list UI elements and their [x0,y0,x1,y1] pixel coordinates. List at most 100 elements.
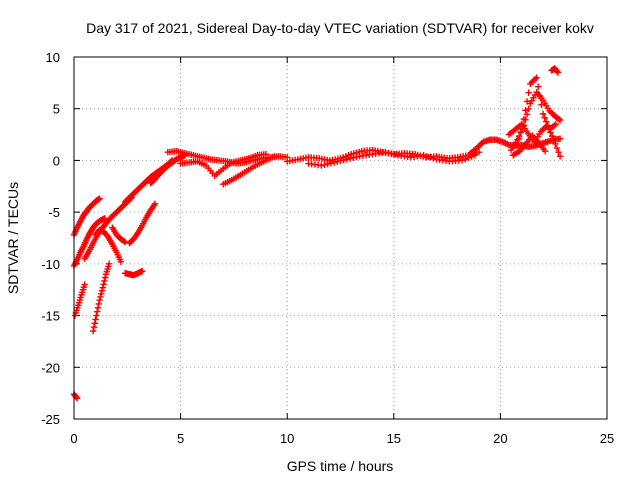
data-point [324,160,331,168]
data-point [536,92,544,99]
data-point [458,157,466,164]
series-track-17 [305,148,479,169]
data-point [523,98,531,105]
data-point [391,151,399,158]
data-point [556,116,564,124]
y-tick-label: 10 [46,50,60,65]
data-point [462,155,469,163]
series-track-23 [509,132,549,159]
data-point [139,267,146,275]
series-track-21 [514,74,560,149]
data-point [519,122,526,129]
data-point [98,287,106,294]
data-point [555,116,563,123]
data-point [353,153,360,161]
y-tick-label: -10 [41,257,60,272]
series-track-14 [177,151,270,180]
data-point [89,327,97,335]
x-tick-labels: 0 5 10 15 20 25 [70,431,614,446]
data-point [388,150,395,157]
series-track-18 [467,135,564,157]
data-point [525,105,532,113]
data-point [337,157,344,165]
data-point [423,153,431,160]
data-point [554,69,562,76]
data-point [262,151,270,158]
data-point [346,155,354,162]
data-point [525,89,532,96]
data-point [117,258,125,265]
data-point [96,296,103,304]
data-point [515,135,523,142]
data-point [471,152,479,159]
y-tick-label: -5 [48,205,60,220]
x-tick-label: 20 [493,431,507,446]
data-point [101,274,109,281]
data-point [92,316,99,323]
data-point [382,148,389,156]
data-point [97,293,104,301]
series-track-15 [220,153,278,188]
y-tick-label: -20 [41,360,60,375]
data-point [95,300,102,308]
x-tick-label: 25 [600,431,614,446]
data-point [539,110,547,118]
data-point [475,148,483,156]
data-point [535,83,542,90]
data-point [523,111,531,118]
data-marks [70,65,564,402]
data-point [91,320,98,327]
data-point [517,128,524,136]
y-axis-title: SDTVAR / TECUs [5,182,21,294]
data-point [100,281,107,288]
series-track-02 [70,215,109,270]
data-point [97,290,105,298]
x-tick-label: 10 [280,431,294,446]
series-track-01 [70,195,103,239]
series-track-12 [147,152,189,187]
y-tick-label: -25 [41,412,60,427]
x-tick-label: 5 [177,431,184,446]
data-point [556,135,564,142]
data-point [105,260,113,268]
series-track-09 [126,200,159,247]
data-point [151,200,159,208]
data-point [465,154,472,162]
data-point [120,238,128,245]
data-point [93,312,100,319]
data-point [385,149,392,157]
data-point [101,277,108,285]
series-track-03 [71,281,88,319]
data-point [99,284,106,291]
y-tick-label: 5 [53,102,60,117]
data-point [541,147,549,155]
data-point [553,68,561,75]
y-tick-labels: -25 -20 -15 -10 -5 0 5 10 [41,50,60,427]
data-point [541,114,548,121]
data-point [543,118,550,125]
data-point [552,121,560,128]
data-point [327,160,335,167]
grid-lines [74,57,607,419]
data-point [430,155,437,162]
data-point [94,304,102,312]
chart-title: Day 317 of 2021, Sidereal Day-to-day VTE… [86,20,594,36]
y-tick-label: -15 [41,309,60,324]
x-tick-label: 15 [387,431,401,446]
data-point [350,154,357,162]
data-point [420,152,427,159]
x-tick-label: 0 [70,431,77,446]
data-point [552,140,559,148]
data-point [538,101,545,109]
data-point [550,136,557,143]
series-track-22 [548,65,562,76]
data-point [556,153,564,160]
data-point [330,159,338,166]
data-point [553,144,561,152]
data-point [90,324,98,331]
data-point [520,115,528,123]
y-tick-label: 0 [53,153,60,168]
data-point [334,158,341,165]
data-point [340,156,347,164]
